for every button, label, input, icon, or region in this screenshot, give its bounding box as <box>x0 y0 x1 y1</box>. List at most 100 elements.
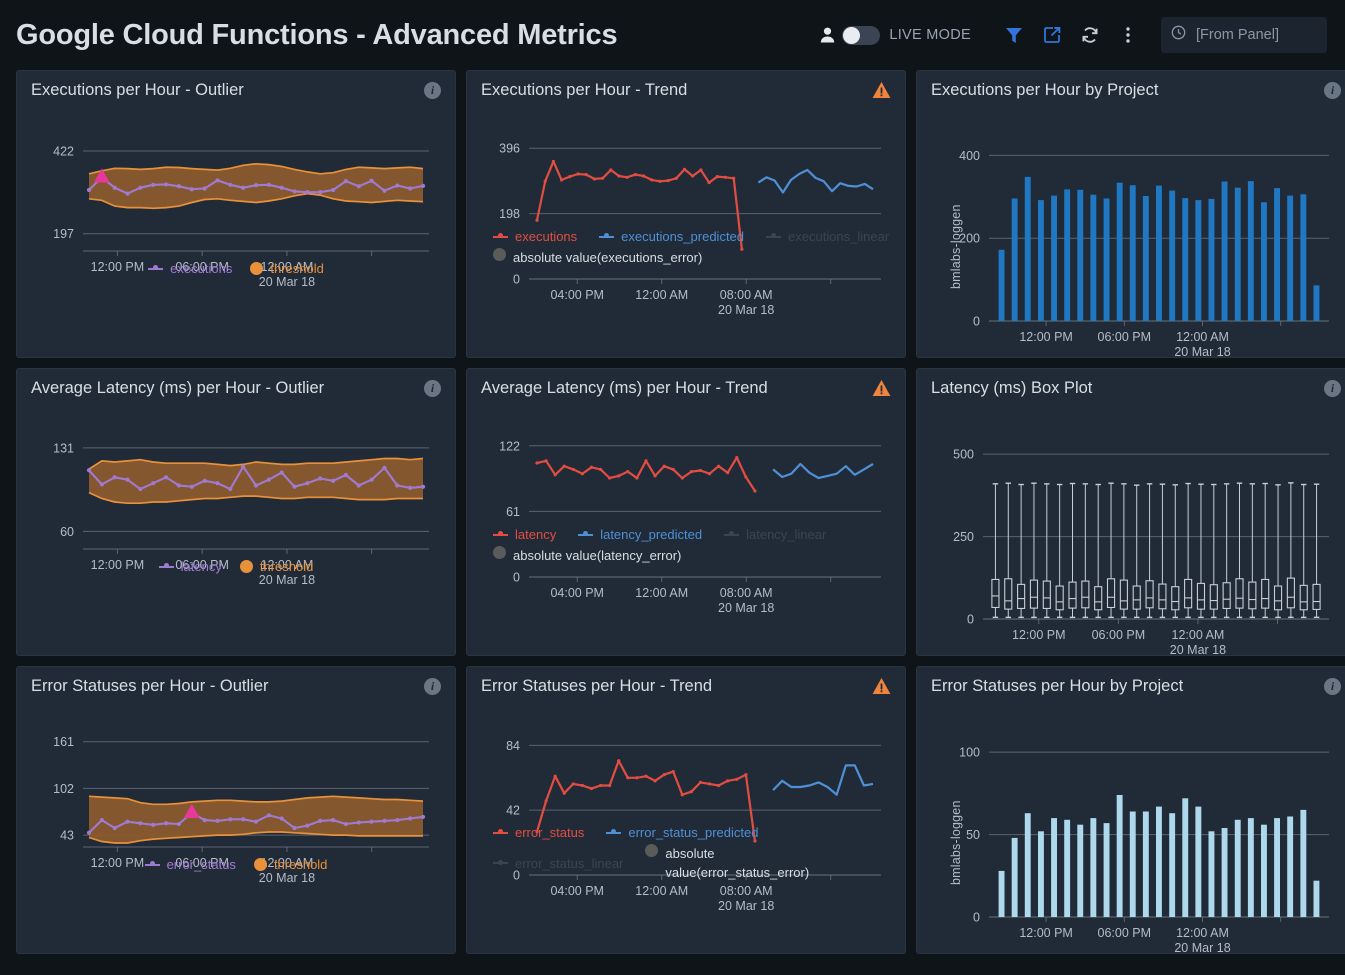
panel-title[interactable]: Executions per Hour - Trend <box>481 80 688 99</box>
legend-item[interactable]: latency_linear <box>724 525 826 544</box>
warning-icon[interactable] <box>872 677 891 695</box>
legend-item[interactable]: error_status_predicted <box>606 823 758 842</box>
panel-chart-area[interactable]: 400 200 0 12:00 PM 06:00 PM 12:00 AM 20 Mar 18… <box>917 109 1345 357</box>
panel-header: Error Statuses per Hour - Outlier i <box>17 667 455 705</box>
live-mode-toggle[interactable] <box>842 25 881 45</box>
time-range-picker[interactable]: [From Panel] <box>1161 17 1327 53</box>
panel-title[interactable]: Error Statuses per Hour - Trend <box>481 676 713 695</box>
info-icon[interactable]: i <box>1324 81 1341 99</box>
legend-line-icon <box>158 562 174 571</box>
info-icon[interactable]: i <box>424 677 441 695</box>
panel-legend: error_status threshold <box>17 855 455 874</box>
legend-item[interactable]: executions <box>148 259 232 278</box>
legend-item[interactable]: executions_linear <box>766 227 889 246</box>
panel-corner: i <box>424 677 441 695</box>
legend-item[interactable]: latency_predicted <box>578 525 702 544</box>
warning-icon[interactable] <box>872 379 891 397</box>
svg-text:122: 122 <box>499 439 520 453</box>
panel-corner: i <box>424 379 441 397</box>
panel-title[interactable]: Latency (ms) Box Plot <box>931 378 1093 397</box>
panel-chart-area[interactable]: 100 50 0 12:00 PM 06:00 PM 12:00 AM 20 Mar 18 b… <box>917 705 1345 953</box>
panel-chart-area[interactable]: 500 250 0 12:00 PM 06:00 PM 12:00 AM 20 Mar 18 <box>917 407 1345 655</box>
legend-label: threshold <box>270 261 324 276</box>
share-export-icon[interactable] <box>1033 16 1071 54</box>
panel-legend: error_status error_status_predicted error_… <box>467 823 905 882</box>
svg-text:400: 400 <box>959 149 980 163</box>
svg-text:12:00 PM: 12:00 PM <box>1012 628 1066 642</box>
legend-dot-icon <box>493 546 506 559</box>
panel-corner <box>872 677 891 695</box>
panel-title[interactable]: Average Latency (ms) per Hour - Trend <box>481 378 768 397</box>
info-icon[interactable]: i <box>1324 677 1341 695</box>
legend-label: executions <box>170 261 233 276</box>
kebab-menu-icon[interactable] <box>1109 16 1147 54</box>
panel-corner <box>872 379 891 397</box>
time-range-value: [From Panel] <box>1196 27 1279 43</box>
svg-text:12:00 AM: 12:00 AM <box>261 856 314 870</box>
svg-text:12:00 AM: 12:00 AM <box>261 558 314 572</box>
svg-text:12:00 AM: 12:00 AM <box>1176 926 1229 940</box>
svg-text:12:00 AM: 12:00 AM <box>1176 330 1229 344</box>
legend-item[interactable]: error_status <box>493 823 584 842</box>
svg-text:50: 50 <box>966 828 980 842</box>
legend-item[interactable]: latency <box>158 557 222 576</box>
legend-item[interactable]: latency <box>493 525 556 544</box>
legend-label: error_status <box>166 857 236 872</box>
panel-chart-area[interactable]: 84 42 0 04:00 PM 12:00 AM 08:00 AM 20 Mar 18 er… <box>467 705 905 953</box>
legend-line-icon <box>493 828 508 837</box>
panel-chart-area[interactable]: 396 198 0 04:00 PM 12:00 AM 08:00 AM 20 Mar 18… <box>467 109 905 357</box>
panel-chart-area[interactable]: 161 102 43 12:00 PM 06:00 PM 12:00 AM 20 Mar 1… <box>17 705 455 953</box>
warning-icon[interactable] <box>872 81 891 99</box>
panel-title[interactable]: Error Statuses per Hour - Outlier <box>31 676 269 695</box>
svg-text:12:00 PM: 12:00 PM <box>1019 330 1073 344</box>
svg-text:20 Mar 18: 20 Mar 18 <box>718 601 774 615</box>
legend-item[interactable]: error_status_linear <box>493 844 623 882</box>
dashboard-toolbar: Google Cloud Functions - Advanced Metric… <box>8 0 1337 70</box>
legend-item[interactable]: error_status <box>144 855 236 874</box>
svg-text:100: 100 <box>959 746 980 760</box>
svg-text:102: 102 <box>53 782 74 796</box>
legend-item[interactable]: executions_predicted <box>599 227 744 246</box>
panel-title[interactable]: Error Statuses per Hour by Project <box>931 676 1184 695</box>
svg-text:20 Mar 18: 20 Mar 18 <box>1174 941 1230 953</box>
panel-header: Average Latency (ms) per Hour - Outlier i <box>17 369 455 407</box>
panel-title[interactable]: Executions per Hour - Outlier <box>31 80 244 99</box>
legend-label: error_status_linear <box>515 855 624 871</box>
legend-line-icon <box>766 232 782 241</box>
svg-text:200: 200 <box>959 232 980 246</box>
legend-label: latency <box>515 527 557 542</box>
legend-label: latency_predicted <box>600 527 703 542</box>
panel-chart-area[interactable]: 122 61 0 04:00 PM 12:00 AM 08:00 AM 20 Mar 18 l… <box>467 407 905 655</box>
panel-chart-area[interactable]: 422 197 12:00 PM 06:00 PM 12:00 AM 20 Mar 18 e… <box>17 109 455 357</box>
legend-item[interactable]: executions <box>493 227 577 246</box>
panel-title[interactable]: Average Latency (ms) per Hour - Outlier <box>31 378 325 397</box>
panel-latency-trend: Average Latency (ms) per Hour - Trend 122… <box>466 368 906 656</box>
panel-executions-trend: Executions per Hour - Trend 396 198 0 04:00 … <box>466 70 906 358</box>
info-icon[interactable]: i <box>424 379 441 397</box>
panel-title[interactable]: Executions per Hour by Project <box>931 80 1159 99</box>
legend-item[interactable]: absolute value(executions_error) <box>493 248 702 267</box>
info-icon[interactable]: i <box>1324 379 1341 397</box>
refresh-icon[interactable] <box>1071 16 1109 54</box>
panel-errors-by-project: Error Statuses per Hour by Project i 100 50… <box>916 666 1345 954</box>
svg-text:12:00 AM: 12:00 AM <box>635 884 688 898</box>
legend-item[interactable]: absolute value(error_status_error) <box>645 844 860 882</box>
svg-text:20 Mar 18: 20 Mar 18 <box>1174 345 1230 357</box>
panel-header: Executions per Hour - Trend <box>467 71 905 109</box>
info-icon[interactable]: i <box>424 81 441 99</box>
legend-line-icon <box>493 859 508 868</box>
panel-corner: i <box>424 81 441 99</box>
legend-item[interactable]: absolute value(latency_error) <box>493 546 681 565</box>
svg-text:06:00 PM: 06:00 PM <box>175 260 229 274</box>
svg-text:0: 0 <box>973 315 980 329</box>
svg-text:500: 500 <box>953 448 974 462</box>
legend-item[interactable]: threshold <box>239 557 313 576</box>
svg-text:198: 198 <box>499 207 520 221</box>
legend-item[interactable]: threshold <box>250 259 324 278</box>
svg-text:250: 250 <box>953 530 974 544</box>
panel-chart-area[interactable]: 131 60 12:00 PM 06:00 PM 12:00 AM 20 Mar 18 la… <box>17 407 455 655</box>
legend-item[interactable]: threshold <box>253 855 327 874</box>
filter-icon[interactable] <box>995 16 1033 54</box>
y-axis-label: bmlabs-loggen <box>949 204 963 289</box>
panel-latency-outlier: Average Latency (ms) per Hour - Outlier i… <box>16 368 456 656</box>
